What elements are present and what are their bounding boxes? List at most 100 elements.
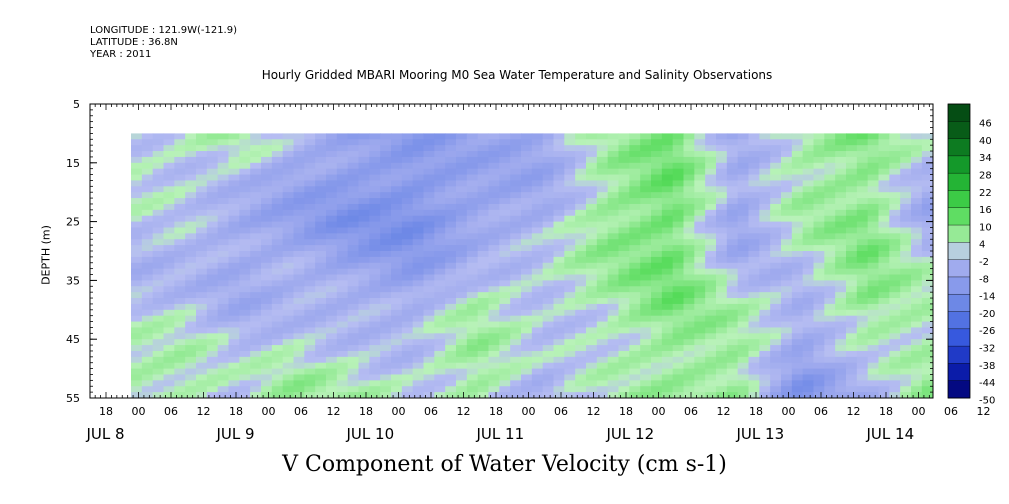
heatmap-cell bbox=[618, 268, 630, 276]
heatmap-cell bbox=[889, 192, 901, 199]
heatmap-cell bbox=[781, 392, 793, 398]
heatmap-cell bbox=[293, 392, 305, 398]
heatmap-cell bbox=[651, 315, 663, 323]
heatmap-cell bbox=[347, 151, 360, 158]
heatmap-cell bbox=[228, 298, 240, 305]
heatmap-cell bbox=[423, 274, 435, 281]
heatmap-cell bbox=[250, 315, 262, 323]
heatmap-cell bbox=[726, 303, 739, 311]
heatmap-cell bbox=[499, 251, 511, 258]
heatmap-cell bbox=[672, 298, 685, 305]
heatmap-cell bbox=[596, 392, 609, 398]
heatmap-cell bbox=[239, 374, 251, 381]
heatmap-cell bbox=[889, 392, 901, 398]
heatmap-cell bbox=[542, 215, 555, 223]
heatmap-cell bbox=[781, 251, 793, 258]
heatmap-cell bbox=[531, 209, 544, 217]
heatmap-cell bbox=[185, 203, 197, 211]
heatmap-cell bbox=[423, 309, 435, 317]
heatmap-cell bbox=[998, 151, 1009, 157]
heatmap-cell bbox=[618, 298, 630, 305]
heatmap-cell bbox=[618, 345, 630, 352]
heatmap-cell bbox=[770, 209, 782, 217]
heatmap-cell bbox=[358, 345, 370, 352]
heatmap-cell bbox=[271, 227, 284, 234]
heatmap-cell bbox=[683, 192, 695, 199]
heatmap-cell bbox=[293, 374, 305, 381]
heatmap-cell bbox=[575, 174, 587, 182]
heatmap-cell bbox=[813, 174, 825, 182]
heatmap-cell bbox=[846, 368, 858, 376]
heatmap-cell bbox=[250, 133, 262, 140]
heatmap-cell bbox=[336, 327, 349, 334]
heatmap-cell bbox=[315, 362, 327, 370]
heatmap-cell bbox=[586, 186, 598, 193]
heatmap-cell bbox=[878, 145, 890, 152]
heatmap-cell bbox=[618, 186, 630, 193]
heatmap-cell bbox=[683, 227, 695, 234]
heatmap-cell bbox=[824, 315, 836, 323]
heatmap-cell bbox=[141, 168, 154, 176]
heatmap-cell bbox=[499, 233, 511, 240]
heatmap-cell bbox=[651, 368, 663, 376]
heatmap-cell bbox=[618, 251, 630, 258]
heatmap-cell bbox=[174, 245, 186, 252]
heatmap-cell bbox=[271, 145, 284, 152]
heatmap-cell bbox=[304, 151, 316, 158]
heatmap-cell bbox=[326, 139, 338, 146]
heatmap-cell bbox=[510, 139, 522, 146]
heatmap-cell bbox=[791, 333, 804, 340]
heatmap-cell bbox=[336, 333, 349, 340]
heatmap-cell bbox=[185, 198, 197, 205]
heatmap-cell bbox=[856, 156, 869, 164]
heatmap-cell bbox=[282, 339, 295, 346]
heatmap-cell bbox=[531, 362, 544, 370]
heatmap-cell bbox=[737, 321, 750, 329]
heatmap-cell bbox=[683, 198, 695, 205]
heatmap-cell bbox=[856, 180, 869, 187]
heatmap-cell bbox=[781, 280, 793, 287]
heatmap-cell bbox=[131, 145, 143, 152]
heatmap-cell bbox=[575, 168, 587, 176]
heatmap-cell bbox=[261, 162, 273, 170]
heatmap-cell bbox=[640, 221, 652, 229]
heatmap-cell bbox=[618, 350, 630, 358]
heatmap-cell bbox=[293, 233, 305, 240]
heatmap-cell bbox=[336, 380, 349, 387]
heatmap-cell bbox=[564, 392, 576, 398]
heatmap-cell bbox=[401, 203, 414, 211]
heatmap-cell bbox=[304, 374, 316, 381]
heatmap-cell bbox=[802, 198, 815, 205]
heatmap-cell bbox=[315, 321, 327, 329]
heatmap-cell bbox=[661, 168, 674, 176]
heatmap-cell bbox=[607, 256, 620, 264]
heatmap-cell bbox=[206, 256, 219, 264]
heatmap-cell bbox=[315, 174, 327, 182]
heatmap-cell bbox=[651, 251, 663, 258]
heatmap-cell bbox=[737, 374, 750, 381]
heatmap-cell bbox=[770, 198, 782, 205]
heatmap-cell bbox=[369, 209, 381, 217]
heatmap-cell bbox=[607, 156, 620, 164]
heatmap-cell bbox=[401, 156, 414, 164]
heatmap-cell bbox=[369, 268, 381, 276]
heatmap-cell bbox=[477, 168, 490, 176]
heatmap-cell bbox=[683, 292, 695, 299]
heatmap-cell bbox=[596, 368, 609, 376]
heatmap-cell bbox=[423, 374, 435, 381]
heatmap-cell bbox=[196, 333, 208, 340]
heatmap-cell bbox=[824, 333, 836, 340]
heatmap-cell bbox=[228, 227, 240, 234]
heatmap-cell bbox=[336, 198, 349, 205]
heatmap-cell bbox=[716, 268, 728, 276]
heatmap-cell bbox=[791, 315, 804, 323]
heatmap-cell bbox=[163, 298, 175, 305]
heatmap-cell bbox=[759, 133, 771, 140]
heatmap-cell bbox=[640, 133, 652, 140]
heatmap-cell bbox=[629, 262, 641, 270]
heatmap-cell bbox=[380, 362, 392, 370]
heatmap-cell bbox=[737, 262, 750, 270]
heatmap-cell bbox=[705, 203, 717, 211]
heatmap-cell bbox=[791, 345, 804, 352]
heatmap-cell bbox=[921, 298, 933, 305]
